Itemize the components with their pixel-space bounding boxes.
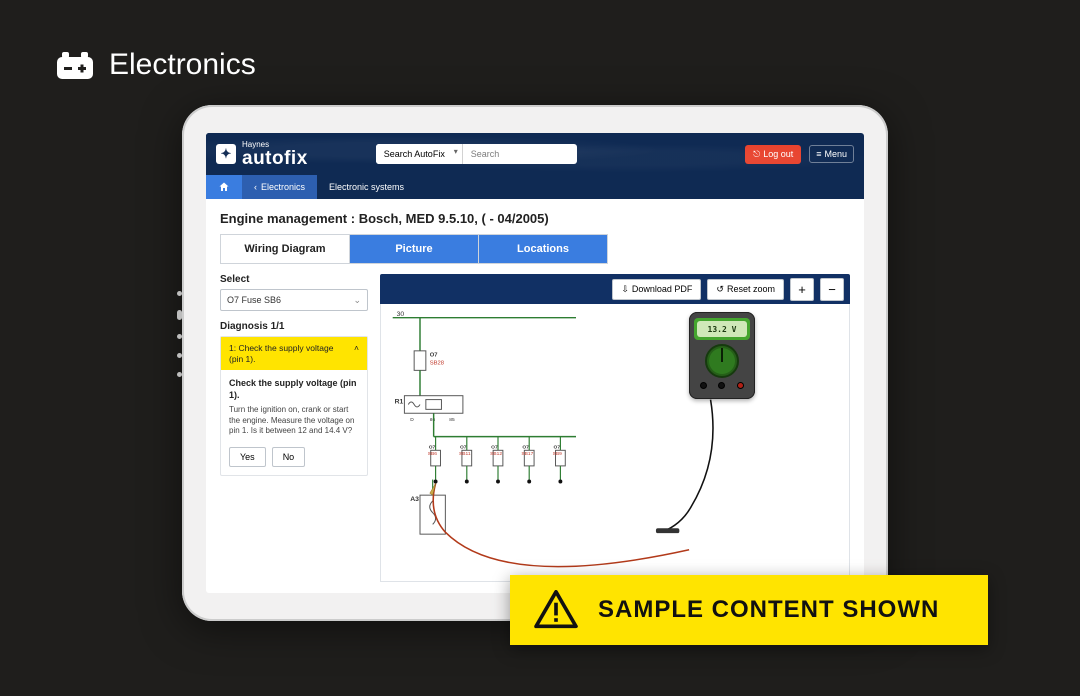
svg-text:D: D (410, 417, 414, 423)
tab-wiring-diagram[interactable]: Wiring Diagram (220, 234, 350, 264)
download-icon: ⇩ (621, 284, 629, 295)
app-screen: ✦ Haynes autofix Search AutoFix ⎋ Log ou… (206, 133, 864, 593)
zoom-in-button[interactable]: + (790, 278, 814, 301)
chevron-left-icon: ‹ (254, 182, 257, 192)
breadcrumb-label: Electronics (261, 182, 305, 192)
download-pdf-button[interactable]: ⇩ Download PDF (612, 279, 701, 300)
svg-text:86: 86 (430, 417, 436, 423)
hamburger-icon: ≡ (816, 149, 821, 159)
category-header: Electronics (55, 48, 256, 82)
warning-icon (534, 590, 578, 630)
svg-text:SB9: SB9 (553, 451, 562, 457)
reset-icon: ↺ (716, 284, 724, 295)
logout-button[interactable]: ⎋ Log out (745, 145, 801, 164)
diagram-area[interactable]: 30O7SB28R1D8685O7SB6O7SB11O7SB12O7SB17O7… (380, 304, 850, 582)
select-label: Select (220, 274, 368, 285)
tablet-frame: ✦ Haynes autofix Search AutoFix ⎋ Log ou… (182, 105, 888, 621)
breadcrumb-home[interactable] (206, 175, 242, 199)
breadcrumb-label: Electronic systems (329, 182, 404, 192)
step-header-text: 1: Check the supply voltage (pin 1). (229, 343, 348, 364)
svg-text:O7: O7 (429, 444, 436, 450)
zoom-out-button[interactable]: − (820, 278, 844, 301)
yes-button[interactable]: Yes (229, 447, 266, 467)
search-group: Search AutoFix (376, 144, 577, 164)
breadcrumb: ‹ Electronics Electronic systems (206, 175, 864, 199)
brand-logo[interactable]: ✦ Haynes autofix (216, 141, 308, 168)
brand-icon: ✦ (216, 144, 236, 164)
topbar: ✦ Haynes autofix Search AutoFix ⎋ Log ou… (206, 133, 864, 175)
svg-text:SB17: SB17 (521, 451, 533, 457)
menu-button[interactable]: ≡ Menu (809, 145, 854, 163)
tab-picture[interactable]: Picture (349, 234, 479, 264)
svg-text:SB11: SB11 (459, 451, 471, 457)
chevron-down-icon: ⌄ (353, 295, 361, 306)
svg-text:R1: R1 (395, 399, 404, 406)
diagnosis-step-header[interactable]: 1: Check the supply voltage (pin 1). ˄ (221, 337, 367, 370)
breadcrumb-item-systems[interactable]: Electronic systems (317, 175, 416, 199)
svg-text:SB28: SB28 (430, 361, 444, 367)
reset-zoom-button[interactable]: ↺ Reset zoom (707, 279, 784, 300)
menu-label: Menu (824, 149, 847, 159)
svg-text:SB12: SB12 (490, 451, 502, 457)
no-button[interactable]: No (272, 447, 306, 467)
diagram-toolbar: ⇩ Download PDF ↺ Reset zoom + − (380, 274, 850, 304)
brand-big: autofix (242, 149, 308, 168)
svg-text:O7: O7 (491, 444, 498, 450)
svg-text:85: 85 (449, 417, 455, 423)
search-scope-select[interactable]: Search AutoFix (376, 144, 462, 164)
tablet-side-buttons (177, 291, 182, 377)
svg-text:O7: O7 (460, 444, 467, 450)
multimeter: 13.2 V (689, 312, 755, 399)
left-panel: Select O7 Fuse SB6 ⌄ Diagnosis 1/1 1: Ch… (220, 274, 368, 582)
svg-text:SB6: SB6 (428, 451, 437, 457)
diagnosis-label: Diagnosis 1/1 (220, 321, 368, 332)
svg-text:A3: A3 (410, 496, 419, 503)
svg-text:O7: O7 (554, 444, 561, 450)
meter-reading: 13.2 V (697, 321, 747, 337)
content-body: Select O7 Fuse SB6 ⌄ Diagnosis 1/1 1: Ch… (206, 264, 864, 592)
diagram-panel: ⇩ Download PDF ↺ Reset zoom + − 30 O7 SB28… (380, 274, 850, 582)
meter-dial (705, 344, 739, 378)
page-title: Engine management : Bosch, MED 9.5.10, (… (206, 199, 864, 234)
svg-text:O7: O7 (430, 353, 438, 359)
category-title: Electronics (109, 48, 256, 82)
tab-locations[interactable]: Locations (478, 234, 608, 264)
svg-text:O7: O7 (522, 444, 529, 450)
step-title: Check the supply voltage (pin 1). (229, 378, 359, 401)
svg-text:30: 30 (397, 311, 405, 318)
search-input[interactable] (462, 144, 577, 164)
tabs: Wiring Diagram Picture Locations (206, 234, 864, 264)
diagnosis-panel: 1: Check the supply voltage (pin 1). ˄ C… (220, 336, 368, 476)
logout-label: Log out (763, 149, 793, 159)
chevron-up-icon: ˄ (354, 343, 359, 354)
step-text: Turn the ignition on, crank or start the… (229, 405, 359, 437)
battery-icon (55, 49, 95, 81)
select-value: O7 Fuse SB6 (227, 295, 281, 305)
banner-text: SAMPLE CONTENT SHOWN (598, 596, 939, 624)
logout-icon: ⎋ (753, 149, 760, 160)
wiring-diagram: 30O7SB28R1D8685O7SB6O7SB11O7SB12O7SB17O7… (381, 304, 849, 581)
sample-content-banner: SAMPLE CONTENT SHOWN (510, 575, 988, 645)
home-icon (218, 181, 230, 193)
breadcrumb-item-electronics[interactable]: ‹ Electronics (242, 175, 317, 199)
fuse-select[interactable]: O7 Fuse SB6 ⌄ (220, 289, 368, 311)
